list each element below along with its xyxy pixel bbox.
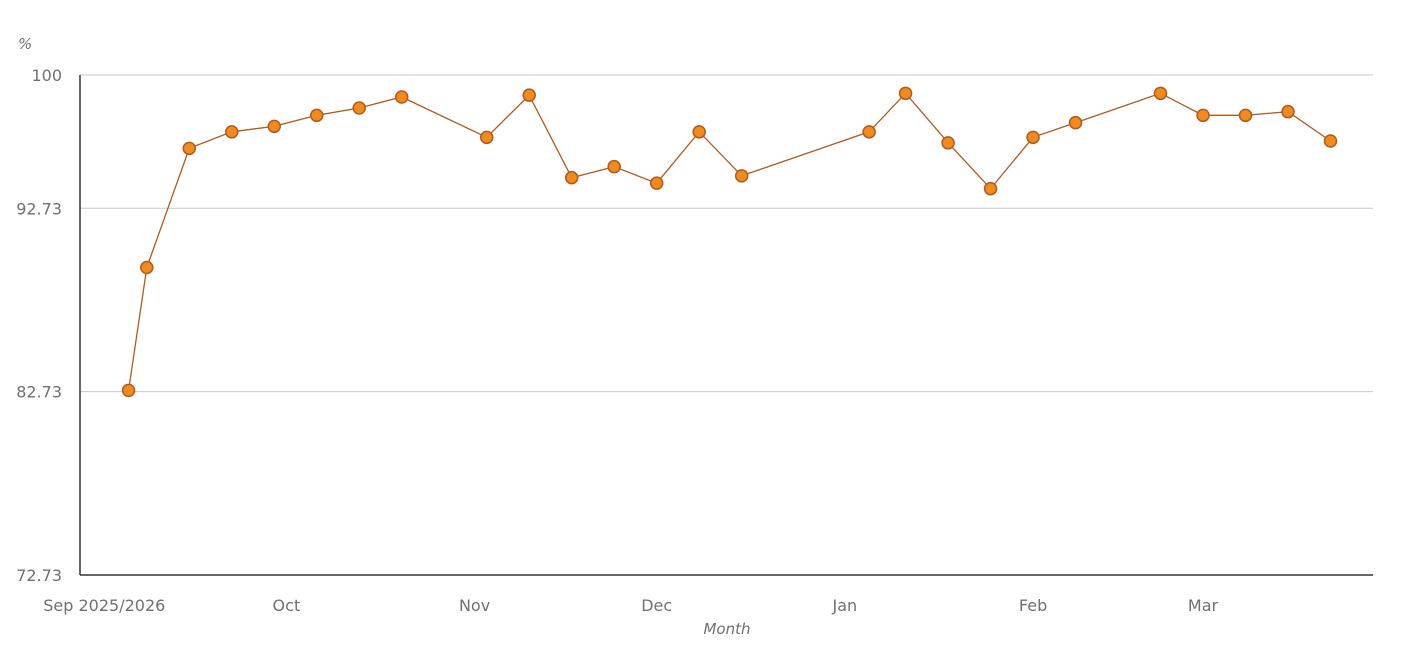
x-axis-title: Month bbox=[703, 620, 750, 638]
x-tick-label: Sep 2025/2026 bbox=[43, 596, 165, 615]
y-tick-label: 100 bbox=[31, 66, 62, 85]
x-axis-ticks: Sep 2025/2026 Oct Nov Dec Jan Feb Mar bbox=[43, 596, 1218, 615]
data-point[interactable] bbox=[1026, 130, 1040, 145]
y-tick-label: 92.73 bbox=[16, 199, 62, 218]
x-tick-label: Nov bbox=[459, 596, 490, 615]
x-tick-label: Dec bbox=[641, 596, 672, 615]
y-axis-title: % bbox=[18, 35, 32, 53]
y-tick-label: 82.73 bbox=[16, 383, 62, 402]
data-point[interactable] bbox=[352, 101, 366, 115]
data-point[interactable] bbox=[121, 383, 136, 398]
data-point[interactable] bbox=[309, 108, 324, 123]
y-axis-ticks: 100 92.73 82.73 72.73 bbox=[16, 66, 62, 585]
data-point[interactable] bbox=[140, 260, 154, 275]
data-point[interactable] bbox=[522, 88, 536, 102]
data-point[interactable] bbox=[225, 125, 239, 139]
data-point[interactable] bbox=[182, 141, 197, 156]
y-tick-label: 72.73 bbox=[16, 566, 62, 585]
data-point[interactable] bbox=[983, 181, 998, 196]
data-point[interactable] bbox=[1323, 134, 1338, 148]
data-point[interactable] bbox=[1196, 108, 1210, 123]
data-point[interactable] bbox=[649, 176, 664, 190]
series-line bbox=[127, 92, 1331, 391]
x-tick-label: Feb bbox=[1019, 596, 1047, 615]
data-point[interactable] bbox=[692, 125, 706, 139]
data-point[interactable] bbox=[898, 86, 913, 101]
data-point[interactable] bbox=[394, 90, 409, 104]
data-point[interactable] bbox=[941, 136, 955, 150]
x-tick-label: Oct bbox=[273, 596, 301, 615]
data-point[interactable] bbox=[1153, 86, 1168, 101]
data-point[interactable] bbox=[734, 169, 749, 183]
series-markers bbox=[121, 86, 1338, 398]
data-point[interactable] bbox=[1068, 115, 1083, 130]
data-point[interactable] bbox=[267, 119, 282, 134]
data-point[interactable] bbox=[862, 125, 876, 139]
grid-lines bbox=[80, 74, 1373, 393]
data-point[interactable] bbox=[564, 170, 579, 185]
data-point[interactable] bbox=[1238, 108, 1253, 123]
data-point[interactable] bbox=[607, 159, 621, 174]
data-point[interactable] bbox=[1281, 104, 1295, 119]
data-point[interactable] bbox=[479, 130, 494, 145]
x-tick-label: Jan bbox=[832, 596, 858, 615]
x-tick-label: Mar bbox=[1188, 596, 1219, 615]
